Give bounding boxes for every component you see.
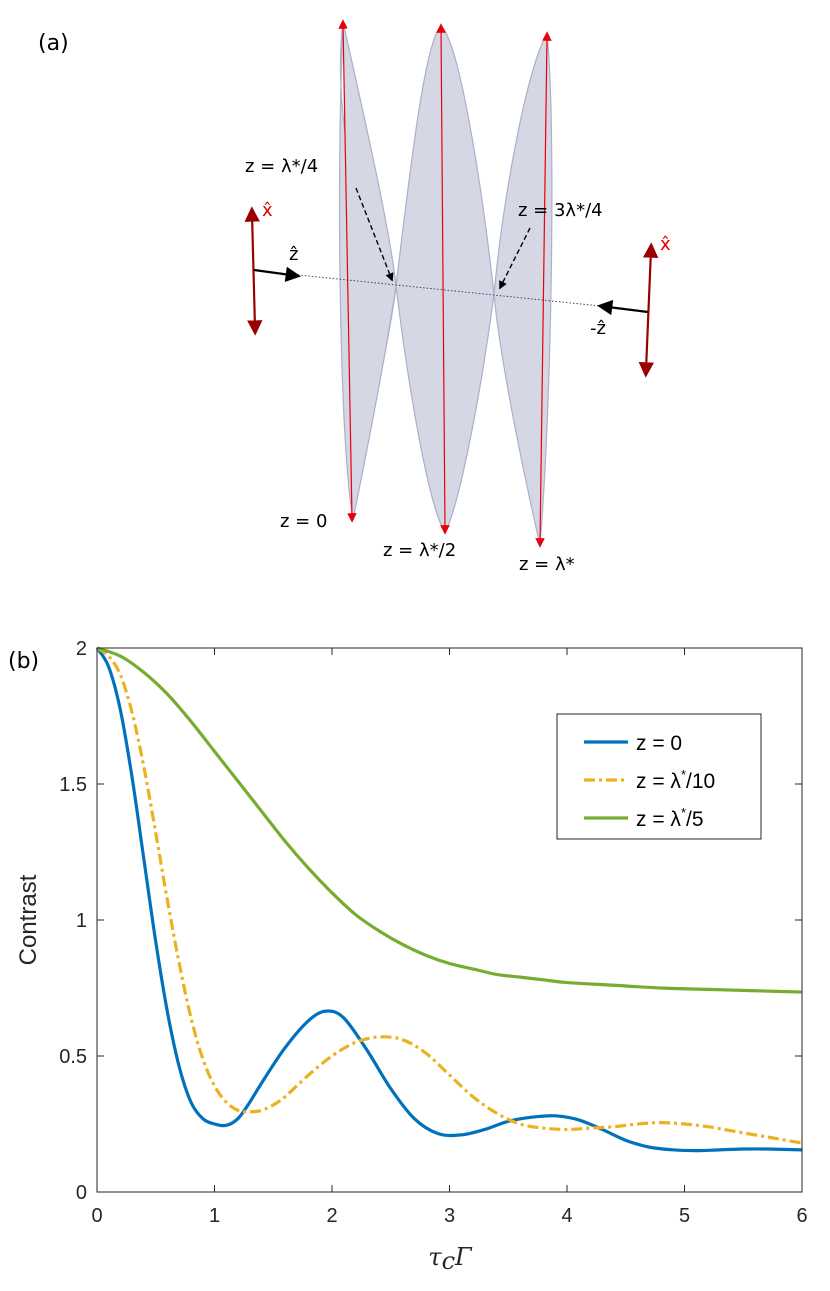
y-tick-label: 1.5 (59, 774, 87, 796)
legend-label-1: z = 0 (636, 732, 682, 755)
panel-b-label: (b) (8, 649, 39, 674)
y-tick-label: 0.5 (59, 1046, 87, 1068)
y-tick-label: 1 (76, 910, 87, 932)
x-hat-left-arrow (244, 206, 263, 336)
legend-items: z = 0 z = λ*/10 z = λ*/5 (584, 732, 715, 831)
field-arrow-z0 (338, 19, 357, 523)
left-beam: x̂ ẑ (244, 200, 302, 336)
legend-label-2: z = λ*/10 (636, 767, 715, 793)
legend: z = 0 z = λ*/10 z = λ*/5 (556, 713, 762, 840)
x-tick-label: 2 (326, 1205, 337, 1227)
curves (95, 646, 803, 1153)
label-z0: z = 0 (280, 511, 327, 532)
panel-a: (a) x̂ ẑ x̂ -ẑ (38, 19, 671, 575)
series-line-3 (96, 646, 803, 994)
field-arrows (338, 19, 552, 548)
propagation-axis (269, 271, 621, 309)
x-axis-title-sub: c (442, 1247, 455, 1275)
x-axis-title-main: τ (428, 1243, 442, 1271)
label-z-half: z = λ*/2 (383, 540, 456, 561)
series-line-1 (95, 647, 803, 1153)
ticks: 0 1 2 3 4 5 6 0 0.5 1 1.5 2 (59, 638, 807, 1227)
x-hat-left-label: x̂ (262, 200, 273, 221)
x-tick-label: 6 (796, 1205, 807, 1227)
pointer-z-quarter (355, 187, 394, 282)
panel-a-label: (a) (38, 31, 69, 56)
field-arrow-z-full (535, 31, 552, 548)
x-tick-label: 1 (209, 1205, 220, 1227)
x-tick-label: 0 (91, 1205, 102, 1227)
z-hat-label: ẑ (289, 244, 298, 265)
x-axis-title: τcΓ (428, 1243, 473, 1275)
y-tick-label: 2 (76, 638, 87, 660)
label-z-quarter: z = λ*/4 (245, 156, 318, 177)
x-tick-label: 3 (444, 1205, 455, 1227)
series-line-2 (96, 646, 803, 1145)
x-tick-label: 5 (679, 1205, 690, 1227)
minus-z-hat-arrow (596, 299, 649, 316)
minus-z-hat-label: -ẑ (590, 318, 606, 339)
panel-b: (b) 0 1 2 3 4 5 600.511.52 Contrast τcΓ z = 0z… (8, 638, 808, 1275)
label-z-three-quarter: z = 3λ*/4 (518, 200, 603, 221)
standing-wave-lobes (339, 21, 553, 546)
y-tick-label: 0 (76, 1182, 87, 1204)
z-hat-left-arrow (253, 266, 302, 282)
x-axis-title-tail: Γ (454, 1243, 473, 1271)
legend-label-3: z = λ*/5 (636, 805, 704, 831)
x-hat-right-label: x̂ (660, 234, 671, 255)
label-z-full: z = λ* (519, 554, 575, 575)
right-beam: x̂ -ẑ (590, 234, 671, 378)
x-tick-label: 4 (561, 1205, 572, 1227)
pointer-z-three-quarter (499, 227, 531, 290)
x-hat-right-arrow (638, 242, 659, 378)
field-arrow-z-half (436, 23, 450, 535)
y-axis-title: Contrast (15, 874, 42, 965)
